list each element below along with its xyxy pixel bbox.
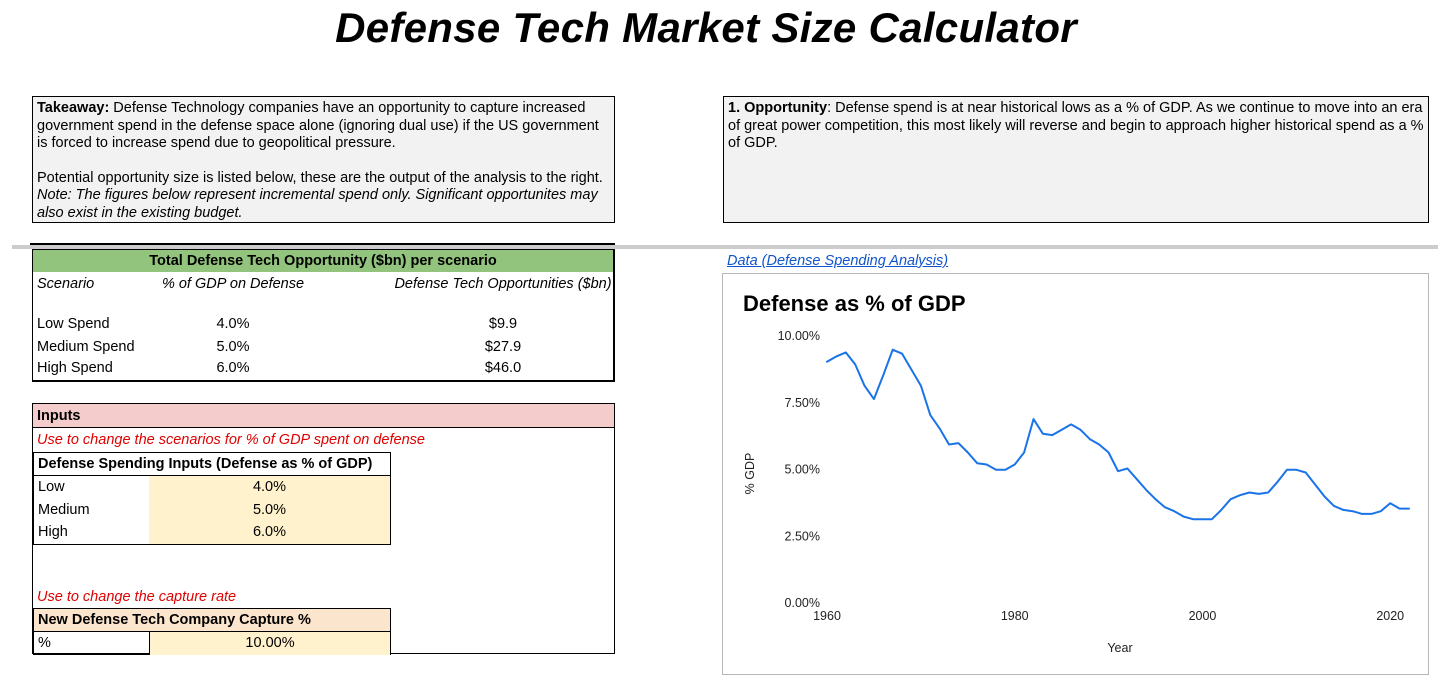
opportunity-table-column-headers: Scenario % of GDP on Defense Defense Tec… — [33, 273, 613, 295]
column-header-scenario: Scenario — [37, 276, 95, 292]
column-header-pct-gdp: % of GDP on Defense — [161, 276, 305, 292]
scenario-note: Use to change the scenarios for % of GDP… — [37, 432, 425, 448]
opportunity-text: : Defense spend is at near historical lo… — [728, 100, 1424, 151]
y-tick-label: 2.50% — [785, 529, 820, 543]
table-row: High 6.0% — [34, 521, 390, 544]
opportunity-cell[interactable]: $46.0 — [484, 360, 522, 376]
spending-inputs-table: Defense Spending Inputs (Defense as % of… — [33, 452, 391, 545]
input-label-low: Low — [38, 479, 65, 495]
pct-gdp-cell[interactable]: 4.0% — [216, 316, 250, 332]
x-tick-label: 2020 — [1376, 609, 1404, 623]
section-divider — [12, 245, 1438, 249]
opportunity-table: Total Defense Tech Opportunity ($bn) per… — [32, 249, 615, 382]
x-tick-label: 2000 — [1189, 609, 1217, 623]
x-axis-label: Year — [1107, 641, 1132, 655]
capture-note: Use to change the capture rate — [37, 589, 237, 605]
takeaway-text: Defense Technology companies have an opp… — [37, 100, 599, 151]
scenario-cell[interactable]: Medium Spend — [37, 339, 135, 355]
input-value-low[interactable]: 4.0% — [149, 476, 390, 499]
x-tick-label: 1980 — [1001, 609, 1029, 623]
y-tick-label: 0.00% — [785, 596, 820, 610]
table-row: Medium Spend 5.0% $27.9 — [33, 336, 613, 358]
opportunity-cell[interactable]: $27.9 — [484, 339, 522, 355]
input-label-medium: Medium — [38, 502, 90, 518]
pct-gdp-cell[interactable]: 6.0% — [216, 360, 250, 376]
inputs-header: Inputs — [33, 404, 614, 428]
input-value-medium[interactable]: 5.0% — [149, 499, 390, 522]
opportunity-box: 1. Opportunity: Defense spend is at near… — [723, 96, 1429, 223]
pct-gdp-cell[interactable]: 5.0% — [216, 339, 250, 355]
takeaway-label: Takeaway: — [37, 100, 110, 116]
series-line — [826, 348, 1410, 521]
y-axis-label: % GDP — [743, 453, 757, 495]
capture-value[interactable]: 10.00% — [149, 632, 390, 655]
capture-header: New Defense Tech Company Capture % — [34, 609, 390, 632]
input-value-high[interactable]: 6.0% — [149, 521, 390, 544]
opportunity-table-header: Total Defense Tech Opportunity ($bn) per… — [33, 250, 613, 272]
page-title: Defense Tech Market Size Calculator — [335, 4, 1077, 51]
defense-gdp-chart: Defense as % of GDP 0.00% 2.50% 5.00% 7.50% 1… — [743, 291, 1410, 655]
capture-table: New Defense Tech Company Capture % % 10.… — [33, 608, 391, 655]
table-row: % 10.00% — [34, 632, 390, 655]
column-header-opportunity: Defense Tech Opportunities ($bn) — [394, 276, 612, 292]
spending-inputs-header: Defense Spending Inputs (Defense as % of… — [34, 453, 390, 476]
x-tick-label: 1960 — [813, 609, 841, 623]
input-label-high: High — [38, 524, 68, 540]
takeaway-paragraph: Takeaway: Defense Technology companies h… — [37, 100, 610, 153]
table-row: Low Spend 4.0% $9.9 — [33, 313, 613, 335]
y-tick-label: 5.00% — [785, 463, 820, 477]
opportunity-label: 1. Opportunity — [728, 100, 828, 116]
opportunity-paragraph: 1. Opportunity: Defense spend is at near… — [728, 100, 1424, 153]
chart-title: Defense as % of GDP — [743, 291, 966, 316]
capture-label: % — [38, 635, 51, 651]
takeaway-note: Note: The figures below represent increm… — [37, 187, 598, 221]
opportunity-cell[interactable]: $9.9 — [488, 316, 518, 332]
table-top-border — [30, 243, 615, 245]
table-row: Medium 5.0% — [34, 499, 390, 522]
y-tick-label: 10.00% — [778, 329, 820, 343]
takeaway-box: Takeaway: Defense Technology companies h… — [32, 96, 615, 223]
chart-frame: Defense as % of GDP 0.00% 2.50% 5.00% 7.50% 1… — [722, 273, 1429, 675]
inputs-panel: Inputs Use to change the scenarios for %… — [32, 403, 615, 655]
table-row: High Spend 6.0% $46.0 — [33, 357, 613, 379]
takeaway-para2: Potential opportunity size is listed bel… — [37, 169, 603, 186]
scenario-cell[interactable]: High Spend — [37, 360, 113, 376]
scenario-cell[interactable]: Low Spend — [37, 316, 110, 332]
data-link[interactable]: Data (Defense Spending Analysis) — [727, 253, 949, 269]
y-tick-label: 7.50% — [785, 396, 820, 410]
table-row: Low 4.0% — [34, 476, 390, 499]
